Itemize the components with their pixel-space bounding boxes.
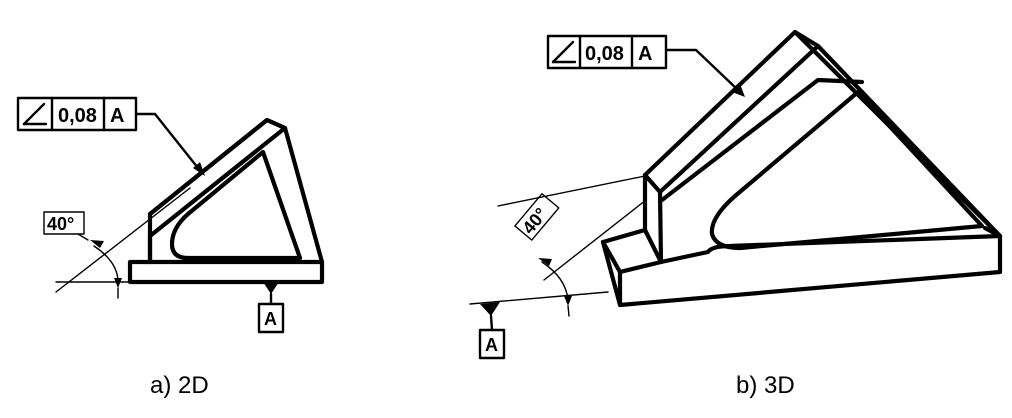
datum-label-3d: A [485, 335, 498, 355]
fcf-3d-tolerance: 0,08 [585, 43, 624, 65]
figure-2d: 0,08 A 40° A a) 2D [16, 96, 325, 399]
figure-3d: 0,08 A 40° A b) 3D [469, 29, 1003, 399]
caption-3d: b) 3D [736, 372, 795, 399]
part-3d-base-front [617, 233, 1003, 308]
angle-arrow-3d-top [538, 258, 552, 266]
part-3d-base-top [600, 227, 664, 275]
angle-arrow-2d-bottom [114, 278, 122, 288]
datum-symbol-3d: A [478, 302, 506, 360]
fcf-3d-datum: A [638, 43, 652, 65]
leader-3d [664, 48, 740, 92]
datum-label-2d: A [264, 309, 277, 329]
angle-arc-3d [541, 261, 569, 301]
angle-arrow-2d-top [90, 240, 104, 248]
datum-symbol-2d: A [257, 282, 285, 334]
fcf-3d: 0,08 A [546, 34, 668, 70]
svg-text:40°: 40° [47, 214, 74, 234]
angle-label-2d: 40° [43, 211, 85, 235]
leader-2d-arrowhead [193, 162, 205, 176]
caption-2d: a) 2D [150, 372, 209, 399]
part-3d-upright [642, 172, 664, 265]
angle-tail-3d [567, 305, 570, 317]
extension-line-2d [55, 187, 191, 293]
leader-3d-arrowhead [732, 84, 745, 97]
reference-line-3d [469, 291, 609, 305]
angle-arrow-3d-bottom [564, 296, 572, 306]
part-3d-pocket [709, 89, 985, 251]
angularity-icon [551, 40, 577, 64]
part-2d-face-edge [147, 117, 288, 239]
part-3d-top-face [642, 29, 821, 195]
angle-tail-2d-top [77, 233, 89, 241]
extension-line-3d-b [543, 199, 647, 281]
fcf-2d-tolerance: 0,08 [58, 105, 97, 127]
fcf-2d: 0,08 A [16, 96, 138, 132]
leader-2d [134, 112, 200, 170]
angularity-icon [22, 102, 48, 126]
angle-arc-2d [93, 245, 119, 283]
part-3d-inner-edge [659, 77, 865, 203]
extension-line-3d [497, 175, 646, 207]
part-2d-inner-pocket [147, 149, 325, 265]
fcf-2d-datum: A [110, 105, 124, 127]
